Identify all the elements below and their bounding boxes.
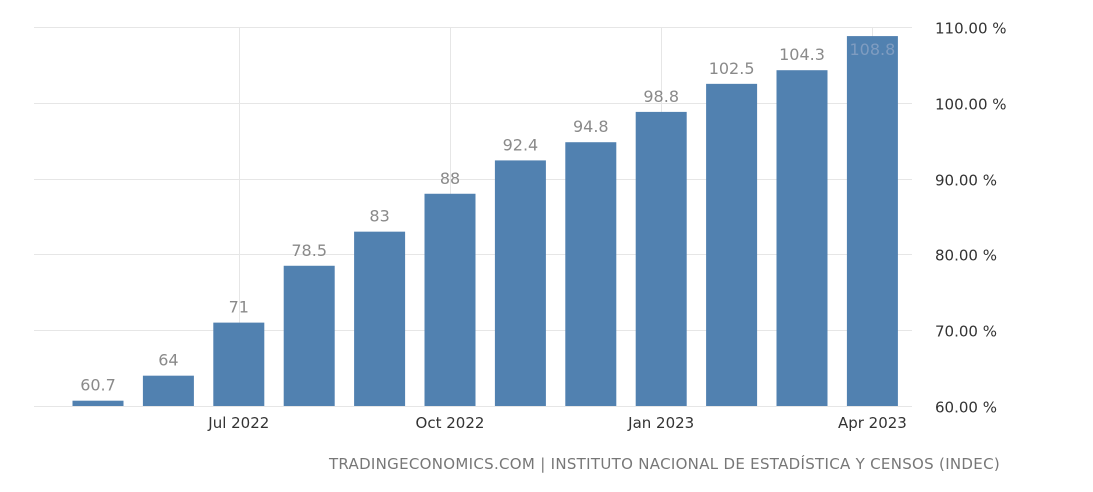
y-tick-label: 100.00 % <box>935 96 1007 114</box>
y-tick-label: 60.00 % <box>935 399 997 417</box>
bar <box>846 36 898 406</box>
bar <box>424 193 476 406</box>
data-label: 98.8 <box>643 87 679 106</box>
y-tick-label: 110.00 % <box>935 20 1007 38</box>
data-label: 94.8 <box>573 117 609 136</box>
bar <box>706 83 758 406</box>
data-label: 104.3 <box>779 45 825 64</box>
bar <box>142 375 194 406</box>
data-label: 71 <box>229 298 249 317</box>
x-tick-label: Oct 2022 <box>416 414 485 432</box>
data-labels: 60.7 64 71 78.5 83 88 92.4 94.8 98.8 102.5 104.3 10… <box>80 40 895 395</box>
x-axis: Jul 2022 Oct 2022 Jan 2023 Apr 2023 <box>207 414 907 432</box>
data-label: 60.7 <box>80 376 116 395</box>
data-label: 102.5 <box>709 59 755 78</box>
y-tick-label: 70.00 % <box>935 323 997 341</box>
bar <box>72 400 124 406</box>
x-tick-label: Jan 2023 <box>627 414 694 432</box>
x-tick-label: Apr 2023 <box>838 414 907 432</box>
data-label: 108.8 <box>849 40 895 59</box>
bars <box>72 36 898 407</box>
bar <box>565 142 617 406</box>
source-credit: TRADINGECONOMICS.COM | INSTITUTO NACIONA… <box>328 455 1000 473</box>
data-label: 64 <box>158 351 178 370</box>
data-label: 83 <box>369 207 389 226</box>
y-tick-label: 80.00 % <box>935 247 997 265</box>
bar <box>494 160 546 406</box>
y-axis: 60.00 % 70.00 % 80.00 % 90.00 % 100.00 % 110.… <box>935 20 1007 417</box>
data-label: 88 <box>440 169 460 188</box>
bar <box>213 322 265 406</box>
bar <box>776 70 828 407</box>
data-label: 92.4 <box>503 135 539 154</box>
bar <box>283 265 335 406</box>
bar <box>354 231 406 406</box>
data-label: 78.5 <box>291 241 327 260</box>
x-tick-label: Jul 2022 <box>207 414 269 432</box>
bar <box>635 111 687 407</box>
y-tick-label: 90.00 % <box>935 172 997 190</box>
